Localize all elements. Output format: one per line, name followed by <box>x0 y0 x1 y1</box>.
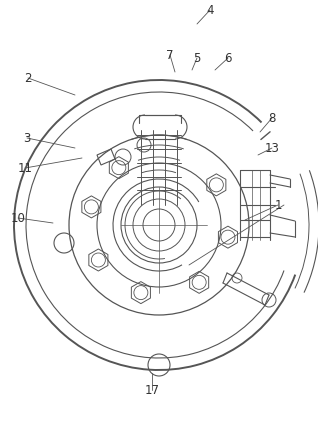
Text: 1: 1 <box>274 198 282 211</box>
Text: 4: 4 <box>206 4 214 16</box>
Text: 2: 2 <box>24 71 32 85</box>
Text: 6: 6 <box>224 51 232 65</box>
Text: 10: 10 <box>10 211 25 225</box>
Text: 8: 8 <box>268 112 276 124</box>
Text: 3: 3 <box>23 132 31 144</box>
Text: 5: 5 <box>193 51 201 65</box>
Text: 7: 7 <box>166 48 174 62</box>
Text: 13: 13 <box>265 141 280 155</box>
Text: 17: 17 <box>144 384 160 396</box>
Text: 11: 11 <box>17 162 32 175</box>
